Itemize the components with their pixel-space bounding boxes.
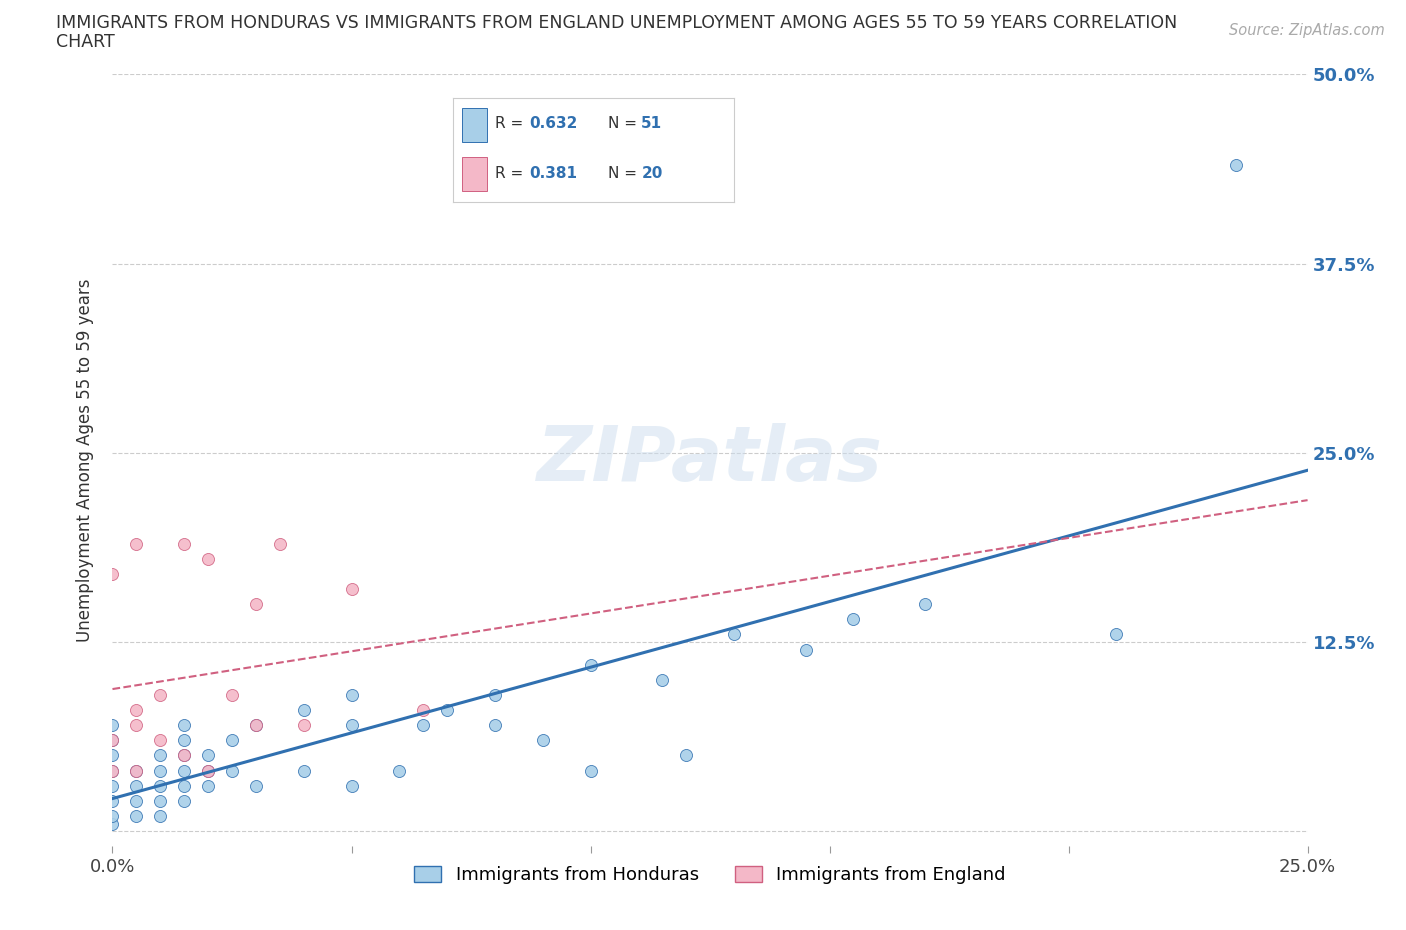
Point xyxy=(484,718,506,733)
Point xyxy=(197,551,219,566)
Point xyxy=(579,658,602,672)
Point xyxy=(101,817,124,831)
Point xyxy=(292,703,315,718)
Point xyxy=(340,581,363,596)
Point xyxy=(197,748,219,763)
Point xyxy=(245,597,267,612)
Point xyxy=(125,703,148,718)
Point xyxy=(292,718,315,733)
Point xyxy=(101,764,124,778)
Point xyxy=(794,642,817,657)
Point xyxy=(101,566,124,581)
Point xyxy=(197,764,219,778)
Point xyxy=(197,778,219,793)
Point xyxy=(651,672,673,687)
Point xyxy=(125,793,148,808)
Point xyxy=(221,764,243,778)
Point xyxy=(173,733,195,748)
Point xyxy=(245,718,267,733)
Point xyxy=(579,764,602,778)
Point xyxy=(221,687,243,702)
Text: CHART: CHART xyxy=(56,33,115,50)
Point xyxy=(914,597,936,612)
Point xyxy=(269,537,291,551)
Point xyxy=(531,733,554,748)
Point xyxy=(412,703,434,718)
Point xyxy=(1105,627,1128,642)
Point xyxy=(149,764,172,778)
Point xyxy=(173,718,195,733)
Point xyxy=(340,687,363,702)
Point xyxy=(173,793,195,808)
Point xyxy=(149,793,172,808)
Point xyxy=(149,778,172,793)
Point xyxy=(723,627,745,642)
Point xyxy=(173,748,195,763)
Point xyxy=(340,778,363,793)
Point xyxy=(125,808,148,823)
Point xyxy=(412,718,434,733)
Point xyxy=(842,612,865,627)
Text: IMMIGRANTS FROM HONDURAS VS IMMIGRANTS FROM ENGLAND UNEMPLOYMENT AMONG AGES 55 T: IMMIGRANTS FROM HONDURAS VS IMMIGRANTS F… xyxy=(56,14,1177,32)
Point xyxy=(245,718,267,733)
Point xyxy=(173,778,195,793)
Point xyxy=(245,778,267,793)
Point xyxy=(125,764,148,778)
Point xyxy=(101,718,124,733)
Point xyxy=(101,778,124,793)
Point xyxy=(173,764,195,778)
Legend: Immigrants from Honduras, Immigrants from England: Immigrants from Honduras, Immigrants fro… xyxy=(406,858,1014,891)
Point xyxy=(101,748,124,763)
Point xyxy=(125,778,148,793)
Point xyxy=(101,733,124,748)
Text: ZIPatlas: ZIPatlas xyxy=(537,423,883,498)
Point xyxy=(197,764,219,778)
Point xyxy=(221,733,243,748)
Point xyxy=(173,748,195,763)
Point xyxy=(101,764,124,778)
Point xyxy=(149,733,172,748)
Point xyxy=(101,793,124,808)
Point xyxy=(125,718,148,733)
Point xyxy=(149,808,172,823)
Point xyxy=(1225,158,1247,173)
Point xyxy=(149,687,172,702)
Point xyxy=(125,537,148,551)
Point xyxy=(340,718,363,733)
Point xyxy=(436,703,458,718)
Text: Source: ZipAtlas.com: Source: ZipAtlas.com xyxy=(1229,23,1385,38)
Point xyxy=(101,808,124,823)
Point xyxy=(173,537,195,551)
Point xyxy=(388,764,411,778)
Point xyxy=(675,748,697,763)
Point xyxy=(125,764,148,778)
Point xyxy=(484,687,506,702)
Point xyxy=(149,748,172,763)
Point xyxy=(101,733,124,748)
Y-axis label: Unemployment Among Ages 55 to 59 years: Unemployment Among Ages 55 to 59 years xyxy=(76,279,94,642)
Point xyxy=(292,764,315,778)
